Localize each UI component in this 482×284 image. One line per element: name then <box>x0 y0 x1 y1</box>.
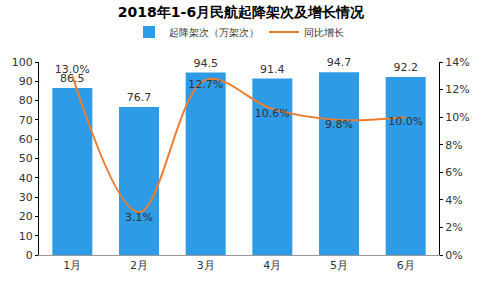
svg-text:91.4: 91.4 <box>260 63 285 76</box>
svg-text:60: 60 <box>19 133 33 146</box>
svg-text:3月: 3月 <box>197 259 215 272</box>
svg-text:8%: 8% <box>445 139 462 152</box>
svg-text:同比增长: 同比增长 <box>304 27 344 38</box>
svg-text:100: 100 <box>12 56 33 69</box>
svg-text:20: 20 <box>19 210 33 223</box>
svg-text:4月: 4月 <box>263 259 281 272</box>
svg-text:6%: 6% <box>445 166 462 179</box>
svg-text:12.7%: 12.7% <box>188 78 223 91</box>
svg-text:10%: 10% <box>445 111 469 124</box>
svg-text:30: 30 <box>19 191 33 204</box>
svg-text:94.5: 94.5 <box>193 57 218 70</box>
svg-text:90: 90 <box>19 75 33 88</box>
svg-text:起降架次（万架次）: 起降架次（万架次） <box>169 27 259 38</box>
svg-text:92.2: 92.2 <box>393 61 418 74</box>
svg-text:86.5: 86.5 <box>60 72 85 85</box>
svg-text:6月: 6月 <box>397 259 415 272</box>
svg-text:1月: 1月 <box>63 259 81 272</box>
svg-text:10.6%: 10.6% <box>255 107 290 120</box>
svg-text:0: 0 <box>26 249 33 262</box>
svg-text:94.7: 94.7 <box>327 56 352 69</box>
svg-text:70: 70 <box>19 114 33 127</box>
svg-text:3.1%: 3.1% <box>125 211 153 224</box>
svg-text:10.0%: 10.0% <box>388 115 423 128</box>
svg-text:40: 40 <box>19 172 33 185</box>
svg-text:0%: 0% <box>445 249 462 262</box>
svg-text:12%: 12% <box>445 83 469 96</box>
svg-text:14%: 14% <box>445 56 469 69</box>
svg-text:10: 10 <box>19 230 33 243</box>
svg-text:50: 50 <box>19 152 33 165</box>
svg-text:13.0%: 13.0% <box>55 63 90 76</box>
svg-text:76.7: 76.7 <box>127 91 152 104</box>
svg-text:2018年1-6月民航起降架次及增长情况: 2018年1-6月民航起降架次及增长情况 <box>118 4 365 20</box>
svg-text:5月: 5月 <box>330 259 348 272</box>
svg-text:4%: 4% <box>445 194 462 207</box>
svg-text:80: 80 <box>19 94 33 107</box>
svg-text:2月: 2月 <box>130 259 148 272</box>
svg-text:2%: 2% <box>445 221 462 234</box>
svg-text:9.8%: 9.8% <box>325 118 353 131</box>
